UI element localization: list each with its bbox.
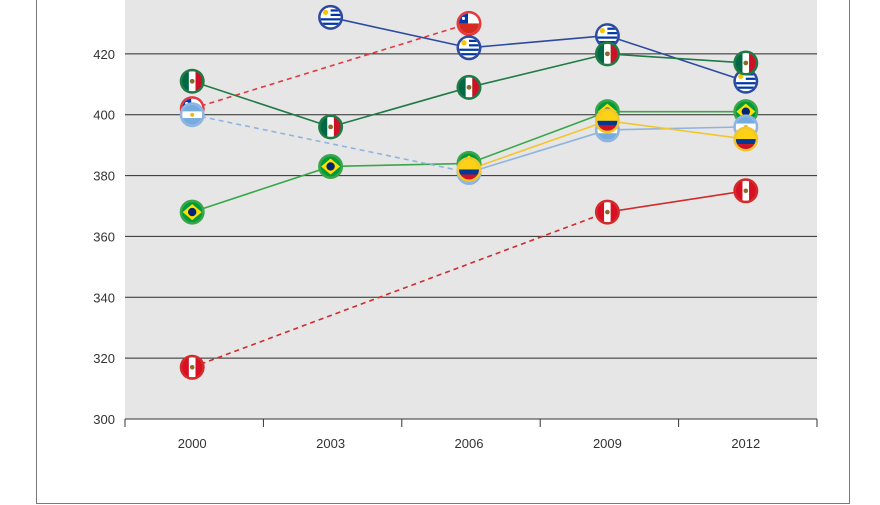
plot-background [125,0,817,419]
peru-line-segment [191,211,608,369]
uruguay-line-segment [330,16,470,49]
brazil-line-segment [191,165,331,213]
y-tick-label: 360 [93,229,115,244]
mexico-flag-marker [179,68,205,94]
mexico-line-segment [330,86,470,128]
peru-flag-marker [733,178,759,204]
brazil-line-segment [468,110,608,165]
brazil-flag-marker [318,153,344,179]
colombia-flag-marker [456,156,482,182]
mexico-flag-marker [318,114,344,140]
colombia-line-segment [607,120,746,140]
brazil-flag-marker [179,199,205,225]
series-lines [191,16,747,369]
chile-line-segment [191,22,470,110]
uruguay-line-segment [468,34,608,49]
y-tick-label: 340 [93,290,115,305]
chile-flag-marker [456,10,482,36]
y-tick-label: 320 [93,351,115,366]
y-tick-labels: 300 320 340 360 380 400 420 [93,47,115,427]
x-tick-label: 2009 [593,436,622,451]
colombia-line-segment [468,120,608,171]
uruguay-flag-marker [456,35,482,61]
x-tick-label: 2003 [316,436,345,451]
argentina-line-segment [607,126,746,131]
brazil-line-segment [330,162,470,168]
x-tick-labels: 2000 2003 2006 2009 2012 [178,436,761,451]
argentina-flag-marker [179,102,205,128]
peru-flag-marker [594,199,620,225]
mexico-flag-marker [594,41,620,67]
colombia-flag-marker [733,126,759,152]
mexico-flag-marker [733,50,759,76]
colombia-flag-marker [594,108,620,134]
mexico-line-segment [607,53,746,64]
mexico-line-segment [468,53,608,89]
argentina-line-segment [468,129,608,174]
y-tick-label: 420 [93,47,115,62]
x-tick-label: 2000 [178,436,207,451]
y-tick-label: 300 [93,412,115,427]
axes [124,418,818,427]
uruguay-flag-marker [318,4,344,30]
mexico-flag-marker [456,74,482,100]
chart-frame: 300 320 340 360 380 400 420 2000 2003 2006 2009 20… [36,0,850,504]
argentina-line-segment [192,113,470,174]
y-tick-label: 400 [93,108,115,123]
series-markers [179,4,759,380]
peru-line-segment [607,189,746,213]
uruguay-flag-marker [733,68,759,94]
mexico-line-segment [191,80,331,128]
peru-flag-marker [179,354,205,380]
x-tick-label: 2012 [731,436,760,451]
x-tick-label: 2006 [455,436,484,451]
y-tick-label: 380 [93,169,115,184]
